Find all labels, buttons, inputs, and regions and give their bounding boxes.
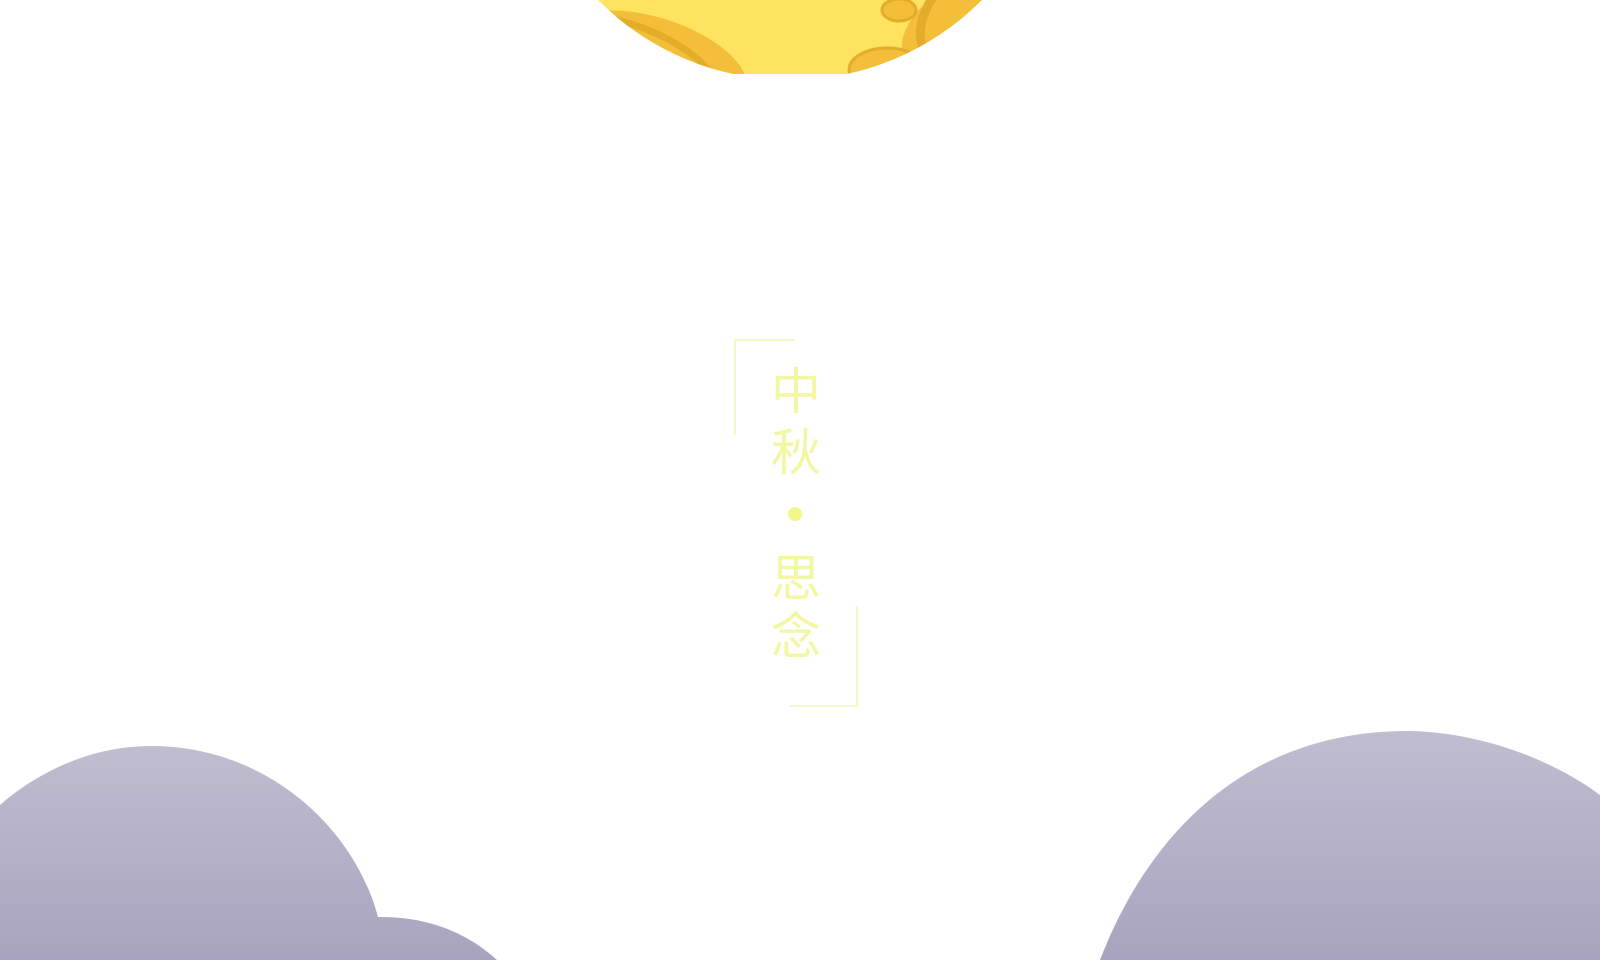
moon-crater-small xyxy=(880,0,918,23)
title-char-si: 思 xyxy=(771,550,821,608)
title-char-nian: 念 xyxy=(771,608,821,666)
cloud-right xyxy=(1100,730,1600,960)
frame-corner-top-left xyxy=(734,339,795,435)
cloud-left xyxy=(0,745,497,960)
title-char-zhong: 中 xyxy=(771,363,821,421)
title-char-qiu: 秋 xyxy=(771,424,821,482)
title-separator-dot xyxy=(788,507,802,521)
frame-corner-bottom-right xyxy=(790,606,858,707)
